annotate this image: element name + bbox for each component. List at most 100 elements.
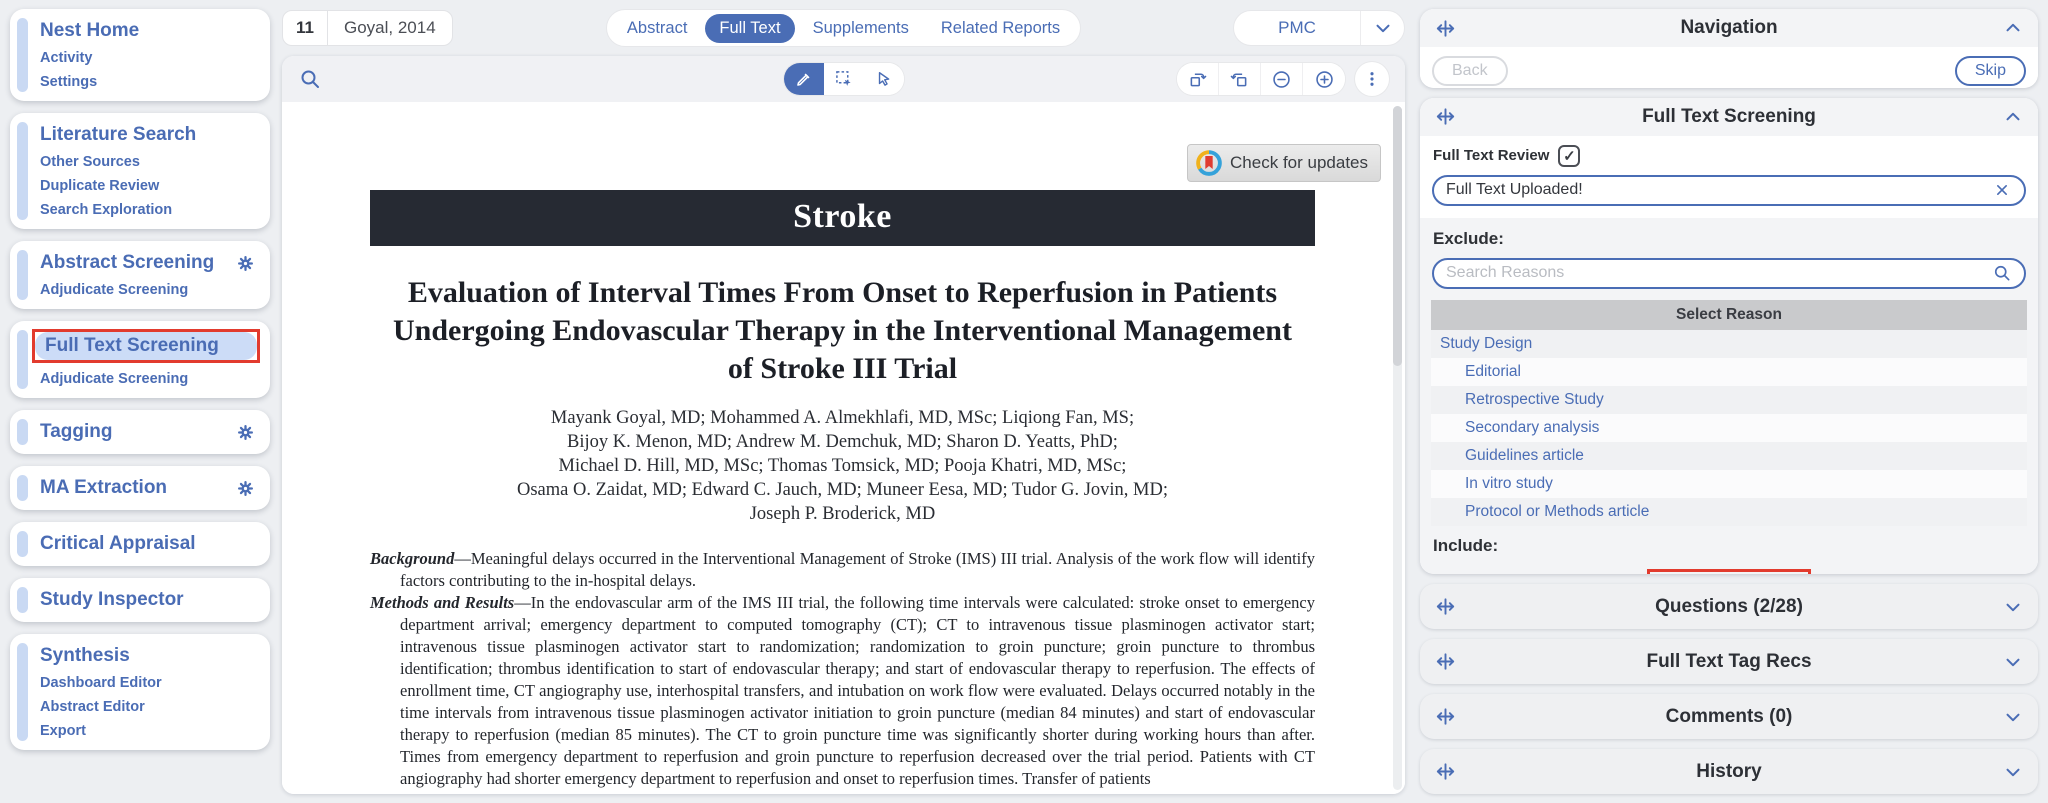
journal-banner: Stroke: [370, 190, 1315, 246]
abstract-section-label: Methods and Results: [370, 593, 515, 612]
sidebar-item-abstract-editor[interactable]: Abstract Editor: [40, 699, 145, 715]
exclude-label: Exclude:: [1433, 228, 1504, 248]
reason-search-input[interactable]: [1446, 264, 1992, 283]
full-text-review-label: Full Text Review: [1433, 147, 1550, 165]
sidebar-item-full-text-screening[interactable]: Full Text Screening: [35, 332, 257, 360]
sidebar-item-adjudicate-screening-fulltext[interactable]: Adjudicate Screening: [40, 371, 189, 387]
tab-related-reports[interactable]: Related Reports: [927, 14, 1074, 43]
sidebar-item-nest-home[interactable]: Nest Home: [40, 20, 140, 41]
area-select-tool-button[interactable]: [823, 63, 864, 95]
search-icon[interactable]: [298, 67, 322, 91]
rotate-counterclockwise-icon[interactable]: [1219, 63, 1261, 95]
collapse-icon[interactable]: [2002, 106, 2024, 128]
author-line: Osama O. Zaidat, MD; Edward C. Jauch, MD…: [516, 480, 1169, 500]
sidebar-item-export[interactable]: Export: [40, 723, 86, 739]
pdf-scrollbar[interactable]: [1393, 106, 1402, 790]
pdf-view-controls: [1177, 62, 1389, 96]
reason-row-editorial[interactable]: Editorial: [1431, 357, 2027, 386]
abstract-section-label: Background: [370, 549, 455, 568]
screening-panel: Navigation Back Skip Full Text Screening: [1420, 9, 2038, 794]
sidebar-item-duplicate-review[interactable]: Duplicate Review: [40, 178, 160, 194]
accent-bar: [17, 122, 28, 220]
sidebar-item-abstract-screening[interactable]: Abstract Screening: [40, 252, 215, 273]
sidebar-item-other-sources[interactable]: Other Sources: [40, 154, 140, 170]
sidebar-card-critical-appraisal: Critical Appraisal: [10, 522, 270, 566]
author-line: Michael D. Hill, MD, MSc; Thomas Tomsick…: [558, 456, 1127, 476]
scrollbar-thumb[interactable]: [1393, 106, 1402, 366]
exclude-section: Exclude: Select Reason Study Design Edit…: [1420, 217, 2038, 574]
sidebar-card-study-inspector: Study Inspector: [10, 578, 270, 622]
source-select[interactable]: PMC: [1233, 10, 1405, 46]
sidebar-item-settings[interactable]: Settings: [40, 74, 98, 90]
pdf-page: Check for updates Stroke Evaluation of I…: [282, 102, 1405, 794]
zoom-in-icon[interactable]: [1303, 63, 1345, 95]
navigation-header[interactable]: Navigation: [1420, 9, 2038, 47]
resize-handle-icon[interactable]: [1434, 650, 1457, 673]
gear-icon[interactable]: [237, 424, 254, 441]
sidebar-item-literature-search[interactable]: Literature Search: [40, 124, 197, 145]
search-icon[interactable]: [1992, 263, 2012, 283]
highlighter-tool-button[interactable]: [783, 63, 824, 95]
sidebar-card-tagging: Tagging: [10, 410, 270, 454]
full-text-status-input[interactable]: [1446, 181, 1992, 200]
history-accordion[interactable]: History: [1420, 749, 2038, 794]
tab-full-text[interactable]: Full Text: [705, 13, 795, 43]
collapse-icon[interactable]: [2002, 17, 2024, 39]
paper-title: Evaluation of Interval Times From Onset …: [393, 276, 1292, 385]
reason-row-in-vitro-study[interactable]: In vitro study: [1431, 469, 2027, 498]
sidebar-item-synthesis[interactable]: Synthesis: [40, 645, 130, 666]
resize-handle-icon[interactable]: [1434, 595, 1457, 618]
sidebar-item-ma-extraction[interactable]: MA Extraction: [40, 477, 168, 498]
abstract-methods-paragraph: Methods and Results—In the endovascular …: [370, 592, 1315, 790]
study-label: Goyal, 2014: [343, 18, 436, 37]
expand-icon[interactable]: [2002, 651, 2024, 673]
expand-icon[interactable]: [2002, 596, 2024, 618]
study-topbar: 11 Goyal, 2014 Abstract Full Text Supple…: [282, 9, 1405, 47]
gear-icon[interactable]: [237, 255, 254, 272]
zoom-out-icon[interactable]: [1261, 63, 1303, 95]
resize-handle-icon[interactable]: [1434, 105, 1457, 128]
check-for-updates-button[interactable]: Check for updates: [1187, 144, 1381, 182]
comments-accordion[interactable]: Comments (0): [1420, 694, 2038, 739]
resize-handle-icon[interactable]: [1434, 705, 1457, 728]
sidebar-item-critical-appraisal[interactable]: Critical Appraisal: [40, 533, 196, 554]
cursor-tool-button[interactable]: [863, 63, 904, 95]
questions-accordion[interactable]: Questions (2/28): [1420, 584, 2038, 629]
resize-handle-icon[interactable]: [1434, 760, 1457, 783]
reason-row-retrospective-study[interactable]: Retrospective Study: [1431, 385, 2027, 414]
more-options-icon[interactable]: [1355, 62, 1389, 96]
sidebar-item-activity[interactable]: Activity: [40, 50, 93, 66]
sidebar-item-adjudicate-screening-abstract[interactable]: Adjudicate Screening: [40, 282, 189, 298]
expand-icon[interactable]: [2002, 761, 2024, 783]
sidebar-card-nest-home: Nest Home Activity Settings: [10, 9, 270, 101]
reason-row-secondary-analysis[interactable]: Secondary analysis: [1431, 413, 2027, 442]
full-text-screening-header[interactable]: Full Text Screening: [1420, 97, 2038, 136]
navigation-title: Navigation: [1680, 17, 1778, 38]
sidebar-card-ma-extraction: MA Extraction: [10, 466, 270, 510]
expand-icon[interactable]: [2002, 706, 2024, 728]
sidebar-item-tagging[interactable]: Tagging: [40, 421, 113, 442]
include-row: Include 1: [1432, 565, 2026, 574]
back-button[interactable]: Back: [1432, 56, 1508, 86]
chevron-down-icon[interactable]: [1360, 11, 1404, 45]
reason-row-protocol-methods-article[interactable]: Protocol or Methods article: [1431, 497, 2027, 526]
tab-supplements[interactable]: Supplements: [799, 14, 923, 43]
author-line: Bijoy K. Menon, MD; Andrew M. Demchuk, M…: [567, 432, 1118, 452]
gear-icon[interactable]: [237, 480, 254, 497]
clear-icon[interactable]: [1992, 180, 2012, 200]
accent-bar: [17, 531, 28, 557]
sidebar-item-study-inspector[interactable]: Study Inspector: [40, 589, 184, 610]
sidebar-item-search-exploration[interactable]: Search Exploration: [40, 202, 173, 218]
tab-abstract[interactable]: Abstract: [613, 14, 702, 43]
full-text-review-row: Full Text Review ✓: [1420, 136, 2038, 174]
sidebar-item-dashboard-editor[interactable]: Dashboard Editor: [40, 675, 162, 691]
skip-button[interactable]: Skip: [1954, 56, 2026, 86]
resize-handle-icon[interactable]: [1434, 17, 1457, 40]
rotate-clockwise-icon[interactable]: [1177, 63, 1219, 95]
full-text-review-checkbox[interactable]: ✓: [1558, 144, 1581, 167]
abstract-section-text: —Meaningful delays occurred in the Inter…: [400, 549, 1315, 590]
reason-row-guidelines-article[interactable]: Guidelines article: [1431, 441, 2027, 470]
full-text-tag-recs-accordion[interactable]: Full Text Tag Recs: [1420, 639, 2038, 684]
sidebar-card-full-text-screening: Full Text Screening Adjudicate Screening: [10, 321, 270, 398]
reason-row-study-design[interactable]: Study Design: [1431, 329, 2027, 358]
